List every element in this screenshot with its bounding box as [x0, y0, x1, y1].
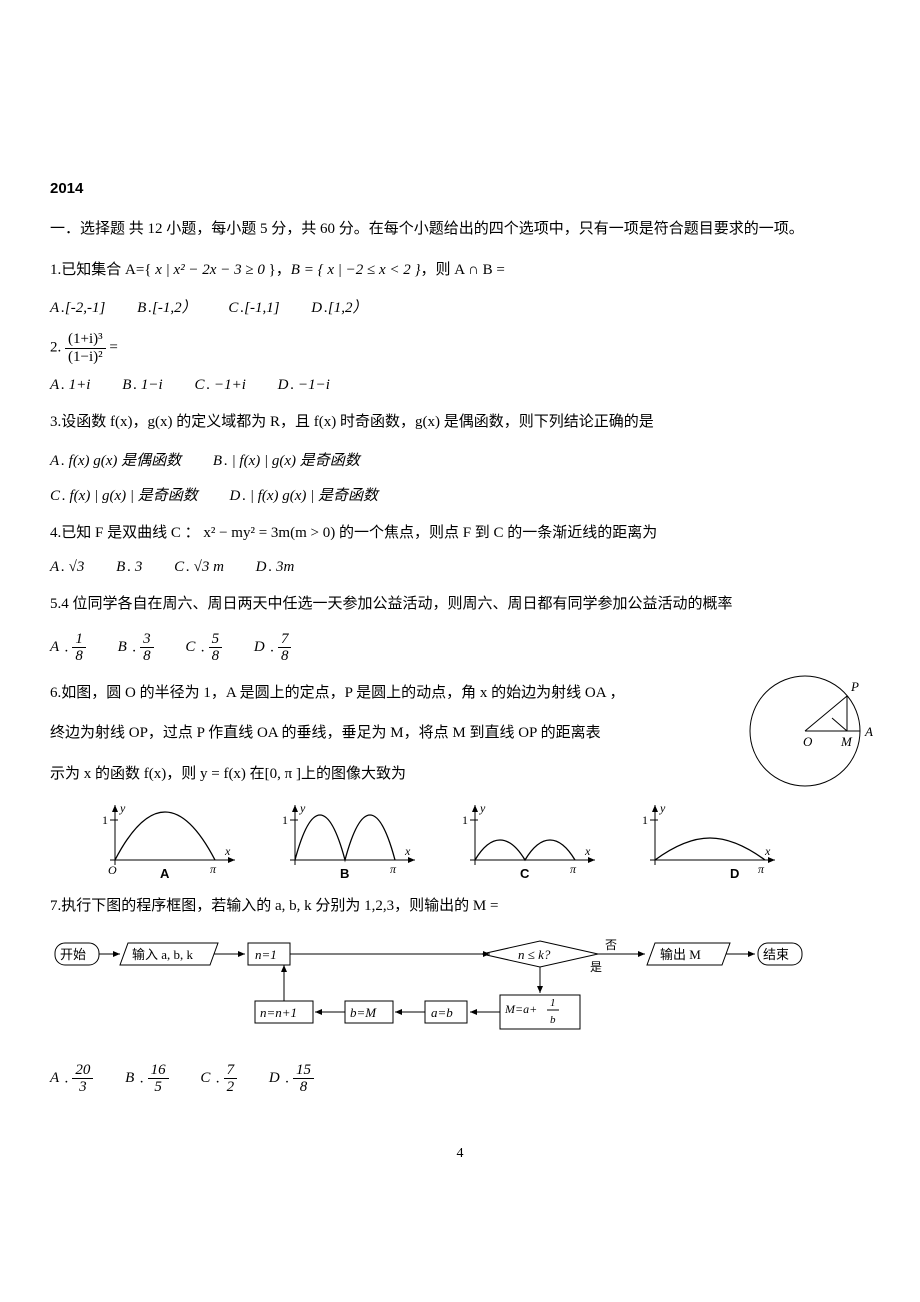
q7-opt-B[interactable]: B . 165	[125, 1062, 168, 1096]
svg-text:a=b: a=b	[431, 1005, 453, 1020]
page-number: 4	[50, 1146, 870, 1162]
q4-opt-A[interactable]: A. √3	[50, 559, 84, 576]
q5-opt-D[interactable]: D . 78	[254, 631, 292, 665]
svg-text:B: B	[340, 866, 349, 880]
svg-text:π: π	[210, 862, 217, 876]
q2-opt-A[interactable]: A. 1+i	[50, 377, 90, 394]
q7-stem: 7.执行下图的程序框图，若输入的 a, b, k 分别为 1,2,3，则输出的 …	[50, 892, 870, 921]
q7-opt-C[interactable]: C . 72	[200, 1062, 237, 1096]
q2-options: A. 1+i B. 1−i C. −1+i D. −1−i	[50, 377, 870, 394]
q2-opt-D[interactable]: D. −1−i	[278, 377, 330, 394]
svg-text:y: y	[479, 801, 486, 815]
svg-text:O: O	[108, 863, 117, 877]
q7-flowchart: 开始 输入 a, b, k n=1 n ≤ k? 是 否 输出 M 结束	[50, 933, 870, 1048]
q1-opt-B[interactable]: B.[-1,2）	[137, 296, 197, 317]
q4-opt-C[interactable]: C. √3 m	[174, 559, 224, 576]
svg-text:是: 是	[590, 960, 602, 974]
svg-text:x: x	[224, 844, 231, 858]
q5-stem: 5.4 位同学各自在周六、周日两天中任选一天参加公益活动，则周六、周日都有同学参…	[50, 590, 870, 619]
q3-options-row2: C. f(x) | g(x) | 是奇函数 D. | f(x) g(x) | 是…	[50, 484, 870, 505]
q1-mid: }，	[265, 262, 291, 278]
svg-text:C: C	[520, 866, 530, 880]
svg-text:1: 1	[282, 813, 288, 827]
svg-text:开始: 开始	[60, 947, 86, 962]
svg-text:输入 a, b, k: 输入 a, b, k	[132, 947, 194, 962]
q3-opt-C[interactable]: C. f(x) | g(x) | 是奇函数	[50, 484, 198, 505]
svg-text:M=a+: M=a+	[504, 1002, 537, 1016]
q3-opt-B[interactable]: B. | f(x) | g(x) 是奇函数	[213, 449, 360, 470]
svg-text:n=1: n=1	[255, 947, 277, 962]
svg-text:x: x	[404, 844, 411, 858]
svg-text:π: π	[758, 862, 765, 876]
q3-opt-A[interactable]: A. f(x) g(x) 是偶函数	[50, 449, 181, 470]
q7-options: A . 203 B . 165 C . 72 D . 158	[50, 1062, 870, 1096]
q6-graph-options: 1 y x π O A 1 y x π B	[90, 800, 870, 880]
svg-text:y: y	[299, 801, 306, 815]
svg-text:x: x	[764, 844, 771, 858]
svg-text:x: x	[584, 844, 591, 858]
q1-opt-D[interactable]: D.[1,2）	[311, 296, 367, 317]
q3-stem: 3.设函数 f(x)，g(x) 的定义域都为 R，且 f(x) 时奇函数，g(x…	[50, 408, 870, 437]
svg-text:D: D	[730, 866, 739, 880]
svg-text:y: y	[119, 801, 126, 815]
q1-post: ，则 A ∩ B =	[420, 262, 504, 278]
q5-opt-A[interactable]: A . 18	[50, 631, 86, 665]
svg-text:n=n+1: n=n+1	[260, 1005, 297, 1020]
svg-text:π: π	[390, 862, 397, 876]
circle-svg: O A P M	[745, 669, 880, 794]
q6-graph-C[interactable]: 1 y x π C	[450, 800, 600, 880]
svg-text:1: 1	[102, 813, 108, 827]
q7-opt-A[interactable]: A . 203	[50, 1062, 93, 1096]
svg-text:输出 M: 输出 M	[660, 947, 701, 962]
q4-options: A. √3 B. 3 C. √3 m D. 3m	[50, 559, 870, 576]
q4-opt-D[interactable]: D. 3m	[256, 559, 295, 576]
q7-opt-D[interactable]: D . 158	[269, 1062, 314, 1096]
q5-opt-C[interactable]: C . 58	[185, 631, 222, 665]
label-O: O	[803, 734, 813, 749]
q2-opt-B[interactable]: B. 1−i	[122, 377, 162, 394]
label-A: A	[864, 724, 873, 739]
q1-setA: x | x² − 2x − 3 ≥ 0	[155, 262, 265, 278]
svg-text:π: π	[570, 862, 577, 876]
q5-options: A . 18 B . 38 C . 58 D . 78	[50, 631, 870, 665]
q5-opt-B[interactable]: B . 38	[118, 631, 154, 665]
q4-stem: 4.已知 F 是双曲线 C ： x² − my² = 3m(m > 0) 的一个…	[50, 519, 870, 548]
q3-opt-D[interactable]: D. | f(x) g(x) | 是奇函数	[229, 484, 378, 505]
q6-graph-B[interactable]: 1 y x π B	[270, 800, 420, 880]
svg-text:1: 1	[462, 813, 468, 827]
label-P: P	[850, 679, 859, 694]
label-M: M	[840, 734, 853, 749]
svg-text:b: b	[550, 1014, 556, 1026]
svg-text:否: 否	[605, 938, 617, 952]
flowchart-svg: 开始 输入 a, b, k n=1 n ≤ k? 是 否 输出 M 结束	[50, 933, 830, 1043]
q6-circle-figure: O A P M	[745, 669, 880, 799]
page: 2014 一．选择题 共 12 小题，每小题 5 分，共 60 分。在每个小题给…	[0, 0, 920, 1222]
q1-stem: 1.已知集合 A={ x | x² − 2x − 3 ≥ 0 }，B = { x…	[50, 256, 870, 285]
svg-text:y: y	[659, 801, 666, 815]
q6-graph-A[interactable]: 1 y x π O A	[90, 800, 240, 880]
q1-setB: B = { x | −2 ≤ x < 2 }	[291, 262, 421, 278]
svg-text:n ≤ k?: n ≤ k?	[518, 947, 551, 962]
q2-stem: 2. (1+i)³ (1−i)² =	[50, 331, 870, 365]
q1-pre: 1.已知集合 A={	[50, 262, 155, 278]
svg-text:1: 1	[642, 813, 648, 827]
section-instructions: 一．选择题 共 12 小题，每小题 5 分，共 60 分。在每个小题给出的四个选…	[50, 215, 870, 244]
q2-fraction: (1+i)³ (1−i)²	[65, 331, 106, 365]
q6-block: O A P M 6.如图，圆 O 的半径为 1，A 是圆上的定点，P 是圆上的动…	[50, 679, 870, 789]
svg-text:结束: 结束	[763, 947, 789, 962]
svg-text:b=M: b=M	[350, 1005, 377, 1020]
q1-opt-C[interactable]: C.[-1,1]	[228, 300, 279, 317]
svg-text:1: 1	[550, 997, 556, 1009]
q1-options: A.[-2,-1] B.[-1,2） C.[-1,1] D.[1,2）	[50, 296, 870, 317]
q1-opt-A[interactable]: A.[-2,-1]	[50, 300, 105, 317]
q2-opt-C[interactable]: C. −1+i	[194, 377, 245, 394]
year-heading: 2014	[50, 180, 870, 197]
q6-graph-D[interactable]: 1 y x π D	[630, 800, 780, 880]
svg-text:A: A	[160, 866, 170, 880]
q4-opt-B[interactable]: B. 3	[116, 559, 142, 576]
q3-options-row1: A. f(x) g(x) 是偶函数 B. | f(x) | g(x) 是奇函数	[50, 449, 870, 470]
